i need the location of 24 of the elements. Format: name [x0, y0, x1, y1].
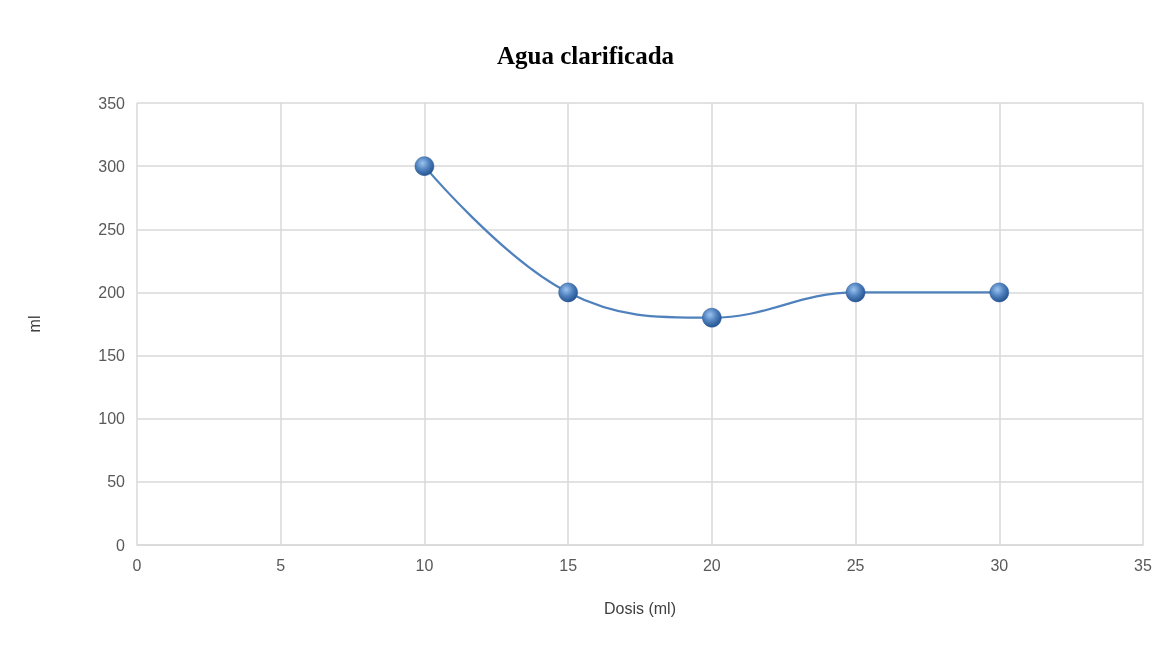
point — [702, 307, 722, 328]
y-tick-label: 250 — [98, 220, 126, 238]
y-axis-title: ml — [25, 315, 43, 333]
point — [558, 282, 578, 303]
x-axis-title: Dosis (ml) — [604, 599, 676, 617]
point — [414, 156, 435, 176]
x-tick-label: 35 — [1134, 556, 1152, 574]
x-tick-label: 10 — [415, 556, 434, 574]
point — [845, 282, 866, 303]
y-tick-label: 50 — [107, 473, 126, 491]
chart-title: Agua clarificada — [496, 42, 675, 69]
y-tick-label: 100 — [98, 410, 126, 428]
point — [989, 282, 1010, 303]
y-tick-label: 200 — [98, 283, 126, 301]
x-tick-label: 30 — [990, 556, 1009, 574]
y-tick-label: 0 — [116, 536, 126, 554]
y-tick-label: 300 — [98, 157, 126, 175]
y-tick-label: 350 — [98, 94, 126, 112]
x-tick-label: 0 — [132, 556, 142, 574]
x-tick-label: 25 — [846, 556, 865, 574]
y-tick-label: 150 — [98, 347, 126, 365]
x-tick-label: 15 — [559, 556, 578, 574]
x-tick-label: 5 — [276, 556, 286, 574]
x-tick-label: 20 — [702, 556, 721, 574]
